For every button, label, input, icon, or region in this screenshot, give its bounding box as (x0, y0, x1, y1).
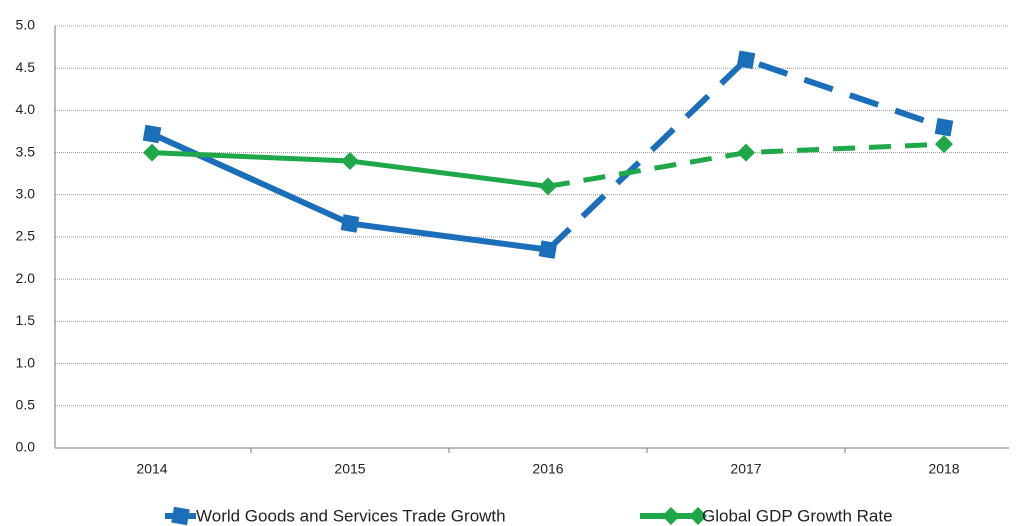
y-tick-label: 2.5 (16, 228, 36, 244)
series-line (150, 131, 549, 253)
y-tick-label: 0.5 (16, 397, 36, 413)
y-tick-label: 4.5 (16, 59, 36, 75)
marker (737, 143, 755, 162)
marker (143, 143, 161, 162)
legend-label: Global GDP Growth Rate (702, 506, 893, 525)
y-tick-label: 5.0 (16, 17, 36, 33)
marker (171, 506, 190, 526)
y-tick-label: 4.0 (16, 101, 36, 117)
y-tick-label: 1.0 (16, 354, 36, 370)
x-tick-label: 2016 (532, 461, 563, 477)
y-tick-label: 0.0 (16, 439, 36, 455)
series-line (545, 56, 945, 252)
y-tick-label: 1.5 (16, 312, 36, 328)
y-tick-label: 3.5 (16, 143, 36, 159)
x-tick-label: 2018 (928, 461, 959, 477)
y-tick-label: 3.0 (16, 186, 36, 202)
marker (538, 240, 558, 259)
marker (736, 50, 756, 70)
marker (340, 214, 360, 233)
marker (689, 507, 707, 525)
legend-label: World Goods and Services Trade Growth (196, 506, 506, 525)
marker (142, 124, 162, 144)
marker (935, 135, 953, 154)
x-tick-label: 2015 (334, 461, 365, 477)
x-tick-label: 2017 (730, 461, 761, 477)
y-tick-label: 2.0 (16, 270, 36, 286)
marker (341, 152, 359, 171)
marker (662, 507, 680, 525)
marker (934, 118, 954, 137)
marker (539, 177, 557, 196)
x-tick-label: 2014 (136, 461, 167, 477)
